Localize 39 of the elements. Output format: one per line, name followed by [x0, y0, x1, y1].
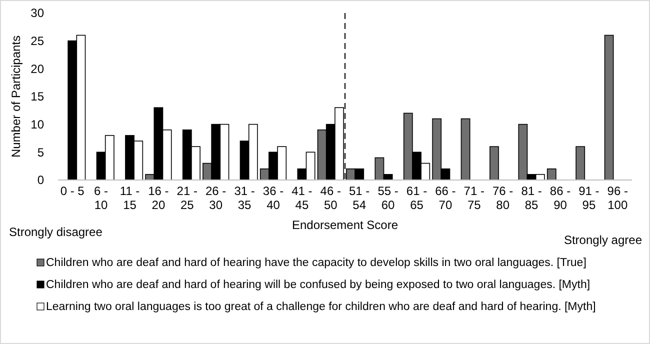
x-tick-label: 55 - 60	[378, 184, 398, 212]
x-tick-label: 0 - 5	[60, 184, 85, 198]
x-tick-label: 66 - 70	[435, 184, 456, 212]
x-tick-label: 86 - 90	[550, 184, 571, 212]
legend-label: Children who are deaf and hard of hearing have the capacity to develop skills in two oral languages. [True]	[46, 257, 586, 269]
legend-label: Learning two oral languages is too great of a challenge for children who are deaf and hard of hearing. [Myth]	[46, 301, 596, 313]
x-tick-label: 96 - 100	[607, 184, 628, 212]
x-tick-label: 71 - 75	[464, 184, 484, 212]
x-tick-label: 26 - 30	[206, 184, 226, 212]
legend-label: Children who are deaf and hard of hearing will be confused by being exposed to two oral languages. [Myth]	[46, 279, 590, 291]
x-tick-label: 61 - 65	[406, 184, 428, 212]
x-tick-label: 91 - 95	[578, 184, 600, 212]
y-tick-label: 30	[30, 6, 44, 20]
x-tick-label: 51 - 54	[349, 184, 370, 212]
y-axis-title: Number of Participants	[9, 35, 23, 158]
y-tick-label: 0	[37, 173, 44, 188]
x-tick-label: 46 - 50	[320, 184, 341, 212]
x-tick-label: 36 - 40	[262, 184, 284, 212]
y-tick-label: 10	[30, 118, 44, 132]
bar	[576, 146, 586, 180]
x-tick-label: 16 - 20	[148, 184, 169, 212]
text: Strongly agree	[564, 233, 642, 247]
bar	[490, 146, 499, 180]
x-tick-label: 81 - 85	[521, 184, 542, 212]
y-tick-label: 15	[30, 90, 44, 104]
y-tick-label: 25	[30, 34, 44, 48]
y-tick-label: 20	[30, 62, 44, 76]
x-tick-label: 31 - 35	[234, 184, 255, 212]
bar	[546, 168, 556, 180]
x-axis-title: Endorsement Score	[292, 218, 398, 232]
bar	[604, 34, 614, 180]
y-tick-label: 5	[37, 145, 44, 160]
x-tick-label: 6 - 10	[94, 184, 108, 212]
x-tick-label: 41 - 45	[292, 184, 312, 212]
x-tick-label: 21 - 25	[176, 184, 198, 212]
x-tick-label: 11 - 15	[120, 184, 140, 212]
text: Strongly disagree	[9, 225, 103, 239]
bar	[460, 118, 470, 180]
x-tick-label: 76 - 80	[492, 184, 514, 212]
